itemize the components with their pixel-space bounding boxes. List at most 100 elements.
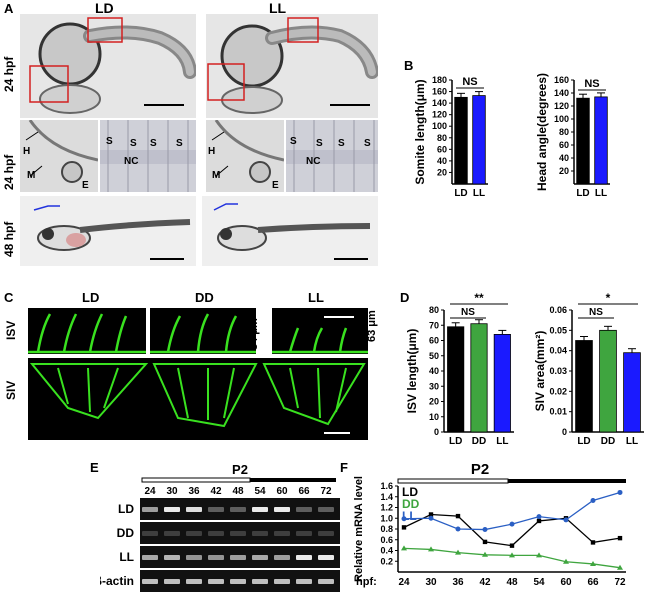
col-ll-header: LL: [269, 0, 287, 16]
f-point-ll: [428, 515, 434, 521]
gel-light-bar: [141, 477, 251, 483]
b1-xlabel-ld: LD: [454, 188, 467, 199]
b1-ylabel: Somite length(μm): [413, 79, 427, 184]
gel-band: [252, 555, 268, 560]
mark-m-ll: M: [212, 170, 221, 181]
panel-b-label: B: [404, 58, 414, 73]
d2-bar-ld: [575, 340, 593, 433]
f-point-dd: [401, 545, 407, 551]
mark-s-ll-4: S: [364, 138, 371, 149]
f-point-dd: [428, 546, 434, 552]
isv-length-ll: 63 μm: [366, 310, 378, 342]
mark-s-ld-1: S: [106, 136, 113, 147]
d2-ytick-label: 0.01: [549, 407, 567, 417]
b2-ytick-label: 140: [554, 88, 569, 98]
f-point-dd: [482, 551, 488, 557]
b2-xlabel-ll: LL: [595, 188, 607, 199]
panel-c-col-ll: LL: [308, 290, 324, 305]
f-ytick-label: 1.2: [380, 503, 393, 513]
zoom-head-ld: [20, 120, 98, 192]
b2-ytick-label: 60: [559, 140, 569, 150]
f-xtick-label: 66: [587, 577, 599, 588]
panel-c-col-ld: LD: [82, 290, 100, 305]
d1-ytick-label: 20: [429, 397, 439, 407]
d2-bar-dd: [599, 329, 617, 433]
row-24hpf-zoom-label: 24 hpf: [2, 154, 16, 190]
f-point-ld: [455, 513, 461, 519]
d2-xlabel-ll: LL: [626, 436, 638, 447]
gel-lane-36: 36: [188, 486, 200, 497]
gel-band: [142, 507, 158, 512]
d1-sig-label: **: [474, 292, 484, 305]
f-xtick-label: 24: [398, 577, 410, 588]
zoom-head-ll-drawing: [206, 120, 284, 192]
zoom-somite-ld-drawing: [100, 120, 196, 192]
f-light-bar: [397, 478, 509, 484]
mark-h-ll: H: [208, 146, 216, 157]
f-dark-bar: [508, 479, 626, 483]
panel-f-chart: P2 0.20.40.60.81.01.21.41.6 24 30 36 42 48 54 60…: [353, 462, 626, 588]
d1-xlabel-dd: DD: [472, 436, 486, 447]
zoom-somite-ll: [286, 120, 378, 192]
f-point-ld: [401, 525, 407, 530]
zoom-head-ll: [206, 120, 284, 192]
f-point-ld: [428, 512, 434, 517]
d2-ylabel: SIV area(mm²): [533, 331, 547, 412]
gel-band: [164, 531, 180, 536]
gel-band: [142, 555, 158, 560]
gel-band: [186, 555, 202, 560]
gel-dark-bar: [250, 478, 336, 482]
gel-band: [296, 531, 312, 536]
gel-lane-48: 48: [232, 486, 244, 497]
d2-ytick-label: 0.06: [549, 305, 567, 315]
embryo-ll-24hpf: [206, 14, 378, 118]
gel-lane-72: 72: [320, 486, 332, 497]
panel-e-label: E: [90, 460, 99, 475]
embryo-ll-24hpf-drawing: [206, 14, 378, 118]
b1-ytick-label: 100: [432, 121, 447, 131]
mark-s-ll-1: S: [290, 136, 297, 147]
f-line-dd: [403, 547, 621, 569]
f-xtick-label: 36: [452, 577, 464, 588]
gel-band: [230, 579, 246, 584]
gel-band: [186, 507, 202, 512]
gel-band: [230, 507, 246, 512]
embryo-ld-48hpf: [20, 196, 196, 266]
embryo-ll-48hpf-drawing: [202, 196, 378, 266]
f-xtick-label: 42: [479, 577, 491, 588]
f-point-dd: [590, 560, 596, 566]
gel-band: [142, 531, 158, 536]
b2-xlabel-ld: LD: [576, 188, 589, 199]
gel-band: [252, 507, 268, 512]
f-line-ld: [403, 513, 621, 547]
b1-xlabel-ll: LL: [473, 188, 485, 199]
f-point-ll: [563, 517, 569, 523]
f-xtick-label: 48: [506, 577, 518, 588]
gel-lane-54: 54: [254, 486, 266, 497]
b1-ytick-label: 140: [432, 98, 447, 108]
b2-ytick-label: 100: [554, 114, 569, 124]
d1-xlabel-ld: LD: [449, 436, 462, 447]
f-ytick-label: 0.8: [380, 524, 393, 534]
d2-ns-label: NS: [589, 307, 603, 318]
d1-ns-label: NS: [461, 307, 475, 318]
b1-ytick-label: 60: [437, 144, 447, 154]
isv-length-dd: 84 μm: [248, 318, 260, 350]
f-xlabel: hpf:: [356, 576, 377, 588]
b2-ylabel: Head angle(degrees): [535, 73, 549, 191]
gel-band: [274, 555, 290, 560]
f-ytick-label: 0.6: [380, 535, 393, 545]
zoom-head-ld-drawing: [20, 120, 98, 192]
b2-ytick-label: 80: [559, 127, 569, 137]
d2-ytick-label: 0.05: [549, 325, 567, 335]
b1-sig-label: NS: [462, 76, 477, 88]
f-point-ll: [401, 516, 407, 522]
f-point-dd: [455, 549, 461, 555]
f-xtick-label: 72: [614, 577, 626, 588]
mark-nc-ld: NC: [124, 156, 139, 167]
b2-ytick-label: 20: [559, 166, 569, 176]
d2-bar-ll: [623, 352, 641, 433]
b1-ytick-label: 160: [432, 87, 447, 97]
b2-sig-label: NS: [584, 78, 599, 90]
